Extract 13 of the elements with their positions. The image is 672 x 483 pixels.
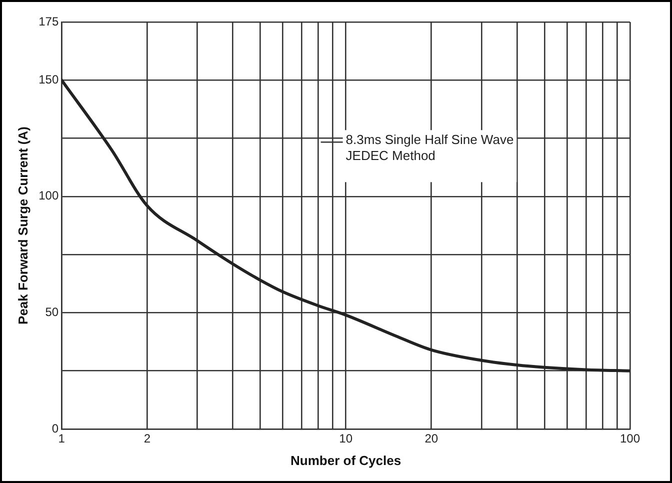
x-tick-label: 10 <box>339 432 353 446</box>
x-tick-label: 100 <box>620 432 640 446</box>
annotation: 8.3ms Single Half Sine Wave JEDEC Method <box>346 132 514 164</box>
y-tick-label: 100 <box>38 188 59 203</box>
y-tick-label: 0 <box>52 421 59 436</box>
y-axis-title: Peak Forward Surge Current (A) <box>15 126 30 324</box>
x-tick-label: 2 <box>144 432 151 446</box>
x-tick-label: 1 <box>58 432 66 446</box>
x-axis-title: Number of Cycles <box>290 452 402 468</box>
x-tick-label: 20 <box>424 432 438 446</box>
y-tick-label: 150 <box>38 72 59 86</box>
y-tick-label: 50 <box>45 305 59 320</box>
y-tick-label: 175 <box>38 14 59 28</box>
